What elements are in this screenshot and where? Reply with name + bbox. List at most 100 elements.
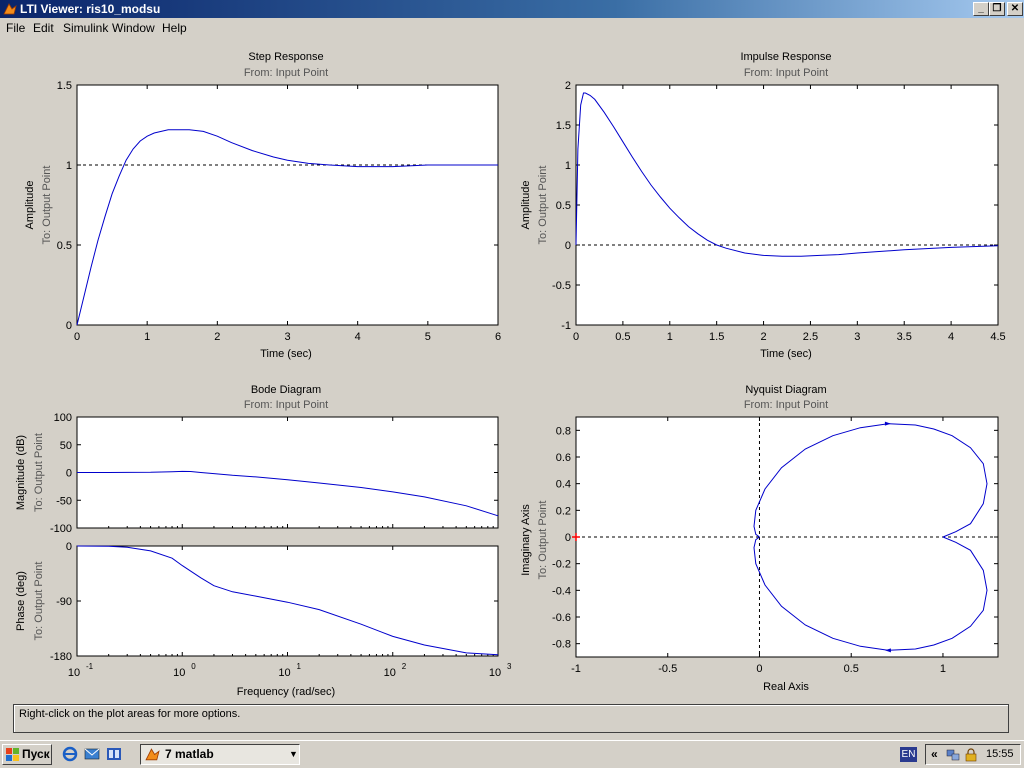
- clock: 15:55: [986, 748, 1014, 760]
- nyquist-positive-branch: [753, 423, 988, 538]
- impulse-x-tick-label: 2.5: [803, 331, 818, 343]
- nyquist-y-tick-label: -0.8: [552, 639, 571, 651]
- step-y-tick-label: 1.5: [57, 80, 72, 92]
- tray-chevron-icon[interactable]: «: [931, 747, 938, 761]
- plot-area[interactable]: Step Response From: Input Point 0 1 2 3 4 5 6 0 0.…: [0, 38, 1024, 702]
- outlook-express-icon[interactable]: [84, 746, 100, 762]
- impulse-x-tick-label: 3: [854, 331, 860, 343]
- bode-phase-y-tick-label: -90: [56, 596, 72, 608]
- impulse-x-tick-label: 1.5: [709, 331, 724, 343]
- impulse-y-tick-label: 0: [565, 240, 571, 252]
- impulse-response-curve: [575, 92, 999, 257]
- nyquist-y-tick-label: -0.4: [552, 585, 571, 597]
- bode-x-tick-label: 10: [384, 667, 396, 679]
- restore-button[interactable]: ❐: [989, 2, 1005, 16]
- step-axes: [76, 84, 499, 326]
- step-xlabel: Time (sec): [260, 348, 312, 360]
- taskbar-matlab-label: 7 matlab: [165, 747, 214, 761]
- bode-phase-y-tick-label: 0: [66, 541, 72, 553]
- bode-magnitude-y-tick-label: -100: [50, 523, 72, 535]
- bode-phase-ylabel: Phase (deg): [15, 571, 27, 631]
- impulse-subtitle: From: Input Point: [744, 67, 828, 79]
- menu-edit[interactable]: Edit: [33, 21, 54, 35]
- impulse-axes: [575, 84, 999, 326]
- start-button[interactable]: Пуск: [2, 744, 52, 765]
- bode-x-tick-exponent: 3: [507, 662, 512, 671]
- bode-title: Bode Diagram: [251, 384, 321, 396]
- matlab-icon: [145, 748, 160, 761]
- internet-explorer-icon[interactable]: [62, 746, 78, 762]
- impulse-x-tick-label: 1: [667, 331, 673, 343]
- menu-help[interactable]: Help: [162, 21, 187, 35]
- bode-magnitude-curve: [77, 470, 499, 517]
- bode-phase-axes: [76, 545, 499, 657]
- menu-window[interactable]: Window: [112, 21, 155, 35]
- nyquist-x-tick-label: 1: [940, 663, 946, 675]
- bode-magnitude-ylabel2: To: Output Point: [33, 433, 45, 512]
- impulse-ylabel2: To: Output Point: [537, 166, 549, 245]
- impulse-y-tick-label: 0.5: [556, 200, 571, 212]
- taskbar-matlab-button[interactable]: 7 matlab ▼: [140, 744, 300, 765]
- bode-x-tick-label: 10: [278, 667, 290, 679]
- impulse-x-tick-label: 3.5: [897, 331, 912, 343]
- impulse-x-tick-label: 2: [760, 331, 766, 343]
- menu-simulink[interactable]: Simulink: [63, 21, 109, 35]
- impulse-x-tick-label: 4: [948, 331, 954, 343]
- bode-xlabel: Frequency (rad/sec): [237, 686, 335, 698]
- step-y-tick-label: 0.5: [57, 240, 72, 252]
- step-x-tick-label: 5: [425, 331, 431, 343]
- menu-file[interactable]: File: [6, 21, 26, 35]
- status-text: Right-click on the plot areas for more o…: [19, 708, 241, 720]
- step-subtitle: From: Input Point: [244, 67, 328, 79]
- impulse-ylabel: Amplitude: [520, 181, 532, 230]
- nyquist-x-tick-label: -0.5: [658, 663, 677, 675]
- start-label: Пуск: [22, 747, 50, 761]
- impulse-x-tick-label: 0.5: [615, 331, 630, 343]
- step-x-tick-label: 3: [284, 331, 290, 343]
- bode-x-tick-label: 10: [68, 667, 80, 679]
- nyquist-y-tick-label: -0.2: [552, 559, 571, 571]
- impulse-y-tick-label: 1.5: [556, 120, 571, 132]
- title-bar: LTI Viewer: ris10_modsu _ ❐ ✕: [0, 0, 1024, 18]
- show-desktop-icon[interactable]: [106, 746, 122, 762]
- bode-x-tick-label: 10: [173, 667, 185, 679]
- nyquist-arrow-lower: [884, 648, 891, 653]
- bode-x-tick-exponent: 2: [402, 662, 407, 671]
- step-y-tick-label: 1: [66, 160, 72, 172]
- bode-phase-curve: [76, 545, 499, 656]
- impulse-x-tick-label: 0: [573, 331, 579, 343]
- bode-phase-ylabel2: To: Output Point: [33, 562, 45, 641]
- step-x-tick-label: 1: [144, 331, 150, 343]
- nyquist-x-tick-label: -1: [571, 663, 581, 675]
- impulse-x-tick-label: 4.5: [990, 331, 1005, 343]
- nyquist-xlabel: Real Axis: [763, 681, 809, 693]
- impulse-xlabel: Time (sec): [760, 348, 812, 360]
- nyquist-arrow-upper: [884, 421, 891, 426]
- nyquist-ylabel2: To: Output Point: [537, 501, 549, 580]
- window-title: LTI Viewer: ris10_modsu: [20, 2, 161, 16]
- bode-magnitude-y-tick-label: 0: [66, 468, 72, 480]
- nyquist-negative-branch: [753, 536, 988, 651]
- step-ylabel: Amplitude: [24, 181, 36, 230]
- close-button[interactable]: ✕: [1007, 2, 1023, 16]
- nyquist-y-tick-label: 0.6: [556, 452, 571, 464]
- bode-magnitude-ylabel: Magnitude (dB): [15, 435, 27, 510]
- impulse-title: Impulse Response: [740, 51, 831, 63]
- nyquist-x-tick-label: 0: [756, 663, 762, 675]
- nyquist-x-tick-label: 0.5: [844, 663, 859, 675]
- bode-subtitle: From: Input Point: [244, 399, 328, 411]
- nyquist-y-tick-label: 0: [565, 532, 571, 544]
- step-response-curve: [76, 129, 498, 326]
- language-indicator[interactable]: EN: [900, 747, 917, 762]
- nyquist-y-tick-label: 0.4: [556, 479, 571, 491]
- minimize-button[interactable]: _: [973, 2, 989, 16]
- bode-phase-y-tick-label: -180: [50, 651, 72, 663]
- impulse-y-tick-label: 1: [565, 160, 571, 172]
- step-ylabel2: To: Output Point: [41, 166, 53, 245]
- menu-bar: File Edit Simulink Window Help: [0, 18, 1024, 38]
- network-icon[interactable]: [946, 748, 960, 762]
- windows-logo-icon: [6, 748, 19, 761]
- impulse-y-tick-label: -0.5: [552, 280, 571, 292]
- nyquist-ylabel: Imaginary Axis: [520, 504, 532, 576]
- lock-icon[interactable]: [964, 748, 978, 762]
